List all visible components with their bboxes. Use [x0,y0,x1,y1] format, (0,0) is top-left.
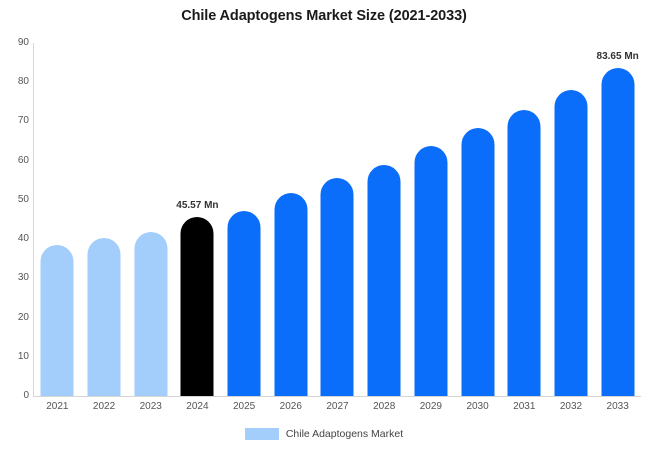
y-axis-line [33,43,34,396]
bar-slot [314,43,361,396]
x-axis-tick-2031: 2031 [513,401,536,412]
x-axis-tick-2026: 2026 [279,401,302,412]
x-axis-tick-2030: 2030 [466,401,489,412]
bar-slot [454,43,501,396]
bar-slot [408,43,455,396]
bar-slot [501,43,548,396]
bar-slot [34,43,81,396]
bar-slot: 45.57 Mn [174,43,221,396]
x-axis-tick-2029: 2029 [419,401,442,412]
y-axis-tick: 80 [17,76,29,88]
x-axis-tick-2024: 2024 [186,401,209,412]
y-axis-tick: 30 [17,272,29,284]
bar-2026[interactable] [274,192,308,396]
x-axis-tick-labels: 2021 2022 2023 2024 2025 2026 2027 2028 2029 2030… [34,400,641,418]
bar-2028[interactable] [367,164,401,396]
x-axis-tick-2027: 2027 [326,401,349,412]
x-axis-tick-2028: 2028 [373,401,396,412]
x-axis-tick-2033: 2033 [606,401,629,412]
bar-slot [127,43,174,396]
bar-slot [361,43,408,396]
y-axis-tick: 70 [17,115,29,127]
bar-slot [81,43,128,396]
legend-item-label: Chile Adaptogens Market [285,428,404,440]
bar-slot [548,43,595,396]
bar-2027[interactable] [320,177,354,396]
x-axis-tick-2021: 2021 [46,401,69,412]
legend-swatch-icon [244,428,279,440]
bar-value-label-2033: 83.65 Mn [596,50,639,62]
chart-legend: Chile Adaptogens Market [0,428,648,440]
y-axis-tick-labels: 0 10 20 30 40 50 60 70 80 90 [0,38,29,401]
y-axis-tick: 50 [17,193,29,205]
x-axis-tick-2023: 2023 [139,401,162,412]
bar-2023[interactable] [134,232,168,396]
bar-2024[interactable] [180,217,214,396]
bar-slot: 83.65 Mn [594,43,641,396]
y-axis-tick: 90 [17,37,29,48]
bar-2029[interactable] [414,145,448,396]
bar-slot [221,43,268,396]
bar-2032[interactable] [554,89,588,396]
x-axis-tick-2025: 2025 [232,401,256,412]
y-axis-tick: 40 [17,233,29,245]
bar-2033[interactable] [601,67,635,396]
y-axis-tick: 10 [17,350,29,362]
x-axis-tick-2022: 2022 [92,401,116,412]
chart-title: Chile Adaptogens Market Size (2021-2033) [181,8,467,24]
x-axis-tick-2032: 2032 [559,401,583,412]
bar-value-label-2024: 45.57 Mn [176,200,219,212]
y-axis-tick: 0 [23,390,29,401]
bar-slot [267,43,314,396]
bar-2025[interactable] [227,210,261,396]
y-axis-tick: 60 [17,154,29,166]
y-axis-tick: 20 [17,311,29,323]
x-axis-line [33,396,641,397]
bar-2030[interactable] [461,127,495,396]
bar-2021[interactable] [40,245,74,396]
bar-2022[interactable] [87,237,121,396]
bar-series: 45.57 Mn 83.65 Mn [34,43,641,396]
bar-2031[interactable] [507,109,541,396]
